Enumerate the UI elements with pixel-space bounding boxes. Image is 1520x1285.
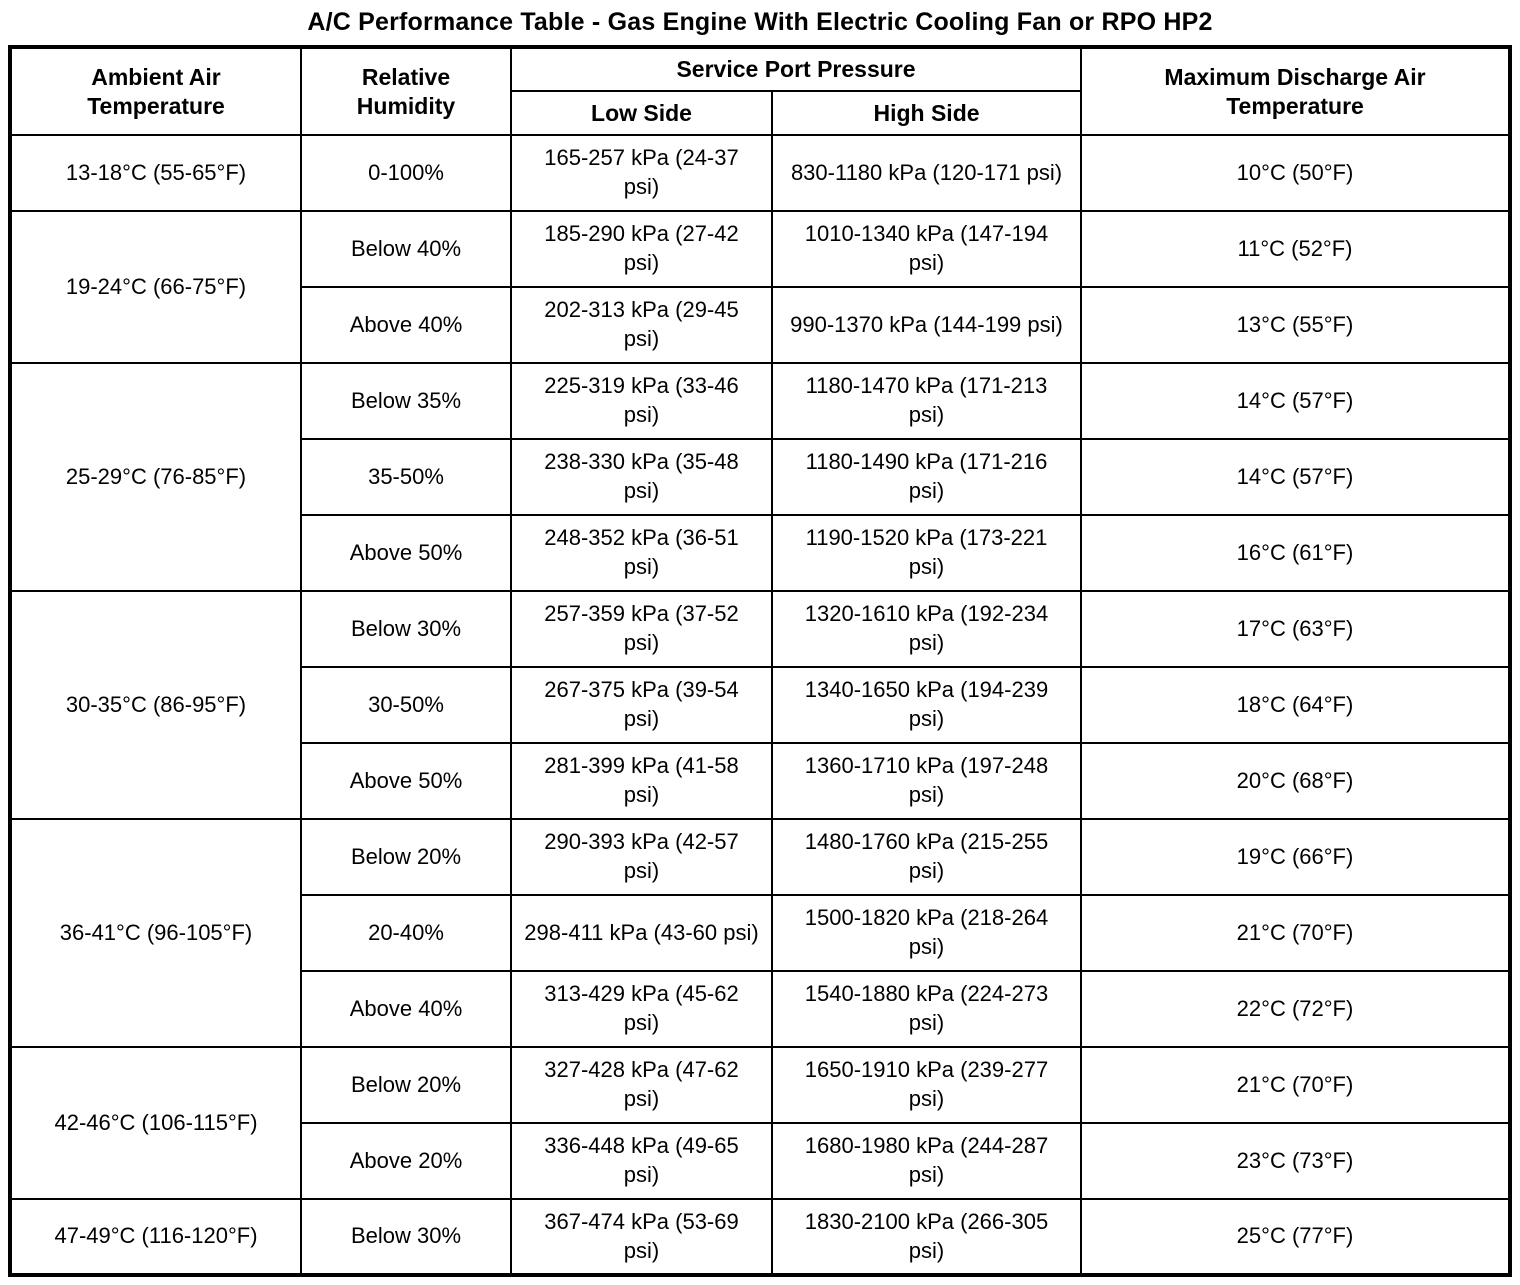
table-row: 13-18°C (55-65°F) 0-100% 165-257 kPa (24-3… [9, 134, 1511, 212]
max-discharge-temperature-cell: 22°C (72°F) [1080, 970, 1511, 1048]
max-discharge-temperature-cell: 11°C (52°F) [1080, 210, 1511, 288]
max-discharge-temperature-cell: 21°C (70°F) [1080, 894, 1511, 972]
header-relative-humidity: Relative Humidity [300, 46, 512, 136]
high-side-pressure-cell: 1480-1760 kPa (215-255 psi) [771, 818, 1082, 896]
table-header: Ambient Air Temperature Relative Humidit… [9, 46, 1511, 136]
table-row: Above 40% 202-313 kPa (29-45 psi) 990-1370… [10, 286, 1511, 364]
max-discharge-temperature-cell: 21°C (70°F) [1080, 1046, 1511, 1124]
low-side-pressure-cell: 313-429 kPa (45-62 psi) [510, 970, 773, 1048]
high-side-pressure-cell: 830-1180 kPa (120-171 psi) [771, 134, 1082, 212]
table-row: Above 50% 248-352 kPa (36-51 psi) 1190-152… [10, 514, 1511, 592]
relative-humidity-cell: Below 30% [300, 590, 512, 668]
max-discharge-temperature-cell: 14°C (57°F) [1080, 438, 1511, 516]
relative-humidity-cell: Below 30% [300, 1198, 512, 1276]
low-side-pressure-cell: 185-290 kPa (27-42 psi) [510, 210, 773, 288]
table-row: Above 50% 281-399 kPa (41-58 psi) 1360-171… [10, 742, 1511, 820]
ambient-temperature-cell: 47-49°C (116-120°F) [9, 1198, 302, 1276]
table-row: 30-35°C (86-95°F) Below 30% 257-359 kPa (3… [9, 590, 1511, 820]
low-side-pressure-cell: 165-257 kPa (24-37 psi) [510, 134, 773, 212]
relative-humidity-cell: Above 50% [300, 742, 512, 820]
high-side-pressure-cell: 1650-1910 kPa (239-277 psi) [771, 1046, 1082, 1124]
low-side-pressure-cell: 225-319 kPa (33-46 psi) [510, 362, 773, 440]
relative-humidity-cell: 35-50% [300, 438, 512, 516]
relative-humidity-cell: Above 50% [300, 514, 512, 592]
high-side-pressure-cell: 1360-1710 kPa (197-248 psi) [771, 742, 1082, 820]
max-discharge-temperature-cell: 13°C (55°F) [1080, 286, 1511, 364]
low-side-pressure-cell: 267-375 kPa (39-54 psi) [510, 666, 773, 744]
header-max-discharge-temperature: Maximum Discharge Air Temperature [1080, 46, 1511, 136]
page-title: A/C Performance Table - Gas Engine With … [307, 8, 1213, 36]
max-discharge-temperature-cell: 16°C (61°F) [1080, 514, 1511, 592]
high-side-pressure-cell: 1340-1650 kPa (194-239 psi) [771, 666, 1082, 744]
table-row: 47-49°C (116-120°F) Below 30% 367-474 kPa … [9, 1198, 1511, 1276]
low-side-pressure-cell: 248-352 kPa (36-51 psi) [510, 514, 773, 592]
high-side-pressure-cell: 1320-1610 kPa (192-234 psi) [771, 590, 1082, 668]
relative-humidity-cell: Above 20% [300, 1122, 512, 1200]
high-side-pressure-cell: 1190-1520 kPa (173-221 psi) [771, 514, 1082, 592]
low-side-pressure-cell: 367-474 kPa (53-69 psi) [510, 1198, 773, 1276]
header-row-1: Ambient Air Temperature Relative Humidit… [9, 46, 1511, 136]
max-discharge-temperature-cell: 10°C (50°F) [1080, 134, 1511, 212]
table-row: 19-24°C (66-75°F) Below 40% 185-290 kPa (2… [9, 210, 1511, 364]
header-ambient-temperature: Ambient Air Temperature [9, 46, 302, 136]
high-side-pressure-cell: 1680-1980 kPa (244-287 psi) [771, 1122, 1082, 1200]
low-side-pressure-cell: 238-330 kPa (35-48 psi) [510, 438, 773, 516]
high-side-pressure-cell: 1830-2100 kPa (266-305 psi) [771, 1198, 1082, 1276]
header-row-2: Low Side High Side [10, 90, 1510, 136]
table-row: 25-29°C (76-85°F) Below 35% 225-319 kPa (3… [9, 362, 1511, 592]
ambient-temperature-cell: 13-18°C (55-65°F) [9, 134, 302, 212]
low-side-pressure-cell: 281-399 kPa (41-58 psi) [510, 742, 773, 820]
header-high-side: High Side [771, 90, 1082, 136]
table-row: 36-41°C (96-105°F) Below 20% 290-393 kPa (… [9, 818, 1511, 1048]
low-side-pressure-cell: 298-411 kPa (43-60 psi) [510, 894, 773, 972]
ambient-temperature-cell: 36-41°C (96-105°F) [9, 818, 302, 1048]
table-row: 35-50% 238-330 kPa (35-48 psi) 1180-1490 k… [10, 438, 1511, 516]
table-row: Above 20% 336-448 kPa (49-65 psi) 1680-198… [10, 1122, 1511, 1200]
ambient-temperature-cell: 42-46°C (106-115°F) [9, 1046, 302, 1200]
relative-humidity-cell: Above 40% [300, 970, 512, 1048]
low-side-pressure-cell: 257-359 kPa (37-52 psi) [510, 590, 773, 668]
relative-humidity-cell: Above 40% [300, 286, 512, 364]
ambient-temperature-cell: 30-35°C (86-95°F) [9, 590, 302, 820]
header-low-side: Low Side [510, 90, 773, 136]
relative-humidity-cell: 30-50% [300, 666, 512, 744]
low-side-pressure-cell: 202-313 kPa (29-45 psi) [510, 286, 773, 364]
max-discharge-temperature-cell: 14°C (57°F) [1080, 362, 1511, 440]
max-discharge-temperature-cell: 18°C (64°F) [1080, 666, 1511, 744]
relative-humidity-cell: Below 20% [300, 1046, 512, 1124]
high-side-pressure-cell: 1010-1340 kPa (147-194 psi) [771, 210, 1082, 288]
relative-humidity-cell: Below 40% [300, 210, 512, 288]
relative-humidity-cell: Below 35% [300, 362, 512, 440]
max-discharge-temperature-cell: 20°C (68°F) [1080, 742, 1511, 820]
low-side-pressure-cell: 290-393 kPa (42-57 psi) [510, 818, 773, 896]
ambient-temperature-cell: 19-24°C (66-75°F) [9, 210, 302, 364]
high-side-pressure-cell: 1180-1470 kPa (171-213 psi) [771, 362, 1082, 440]
high-side-pressure-cell: 1540-1880 kPa (224-273 psi) [771, 970, 1082, 1048]
max-discharge-temperature-cell: 25°C (77°F) [1080, 1198, 1511, 1276]
ambient-temperature-cell: 25-29°C (76-85°F) [9, 362, 302, 592]
high-side-pressure-cell: 1180-1490 kPa (171-216 psi) [771, 438, 1082, 516]
relative-humidity-cell: Below 20% [300, 818, 512, 896]
high-side-pressure-cell: 1500-1820 kPa (218-264 psi) [771, 894, 1082, 972]
max-discharge-temperature-cell: 19°C (66°F) [1080, 818, 1511, 896]
header-service-port-pressure: Service Port Pressure [510, 46, 1082, 92]
max-discharge-temperature-cell: 17°C (63°F) [1080, 590, 1511, 668]
high-side-pressure-cell: 990-1370 kPa (144-199 psi) [771, 286, 1082, 364]
low-side-pressure-cell: 336-448 kPa (49-65 psi) [510, 1122, 773, 1200]
relative-humidity-cell: 20-40% [300, 894, 512, 972]
low-side-pressure-cell: 327-428 kPa (47-62 psi) [510, 1046, 773, 1124]
table-row: 42-46°C (106-115°F) Below 20% 327-428 kPa … [9, 1046, 1511, 1200]
table-row: 30-50% 267-375 kPa (39-54 psi) 1340-1650 k… [10, 666, 1511, 744]
table-row: 20-40% 298-411 kPa (43-60 psi) 1500-1820 k… [10, 894, 1511, 972]
table-body: 13-18°C (55-65°F) 0-100% 165-257 kPa (24-3… [9, 134, 1511, 1276]
relative-humidity-cell: 0-100% [300, 134, 512, 212]
table-row: Above 40% 313-429 kPa (45-62 psi) 1540-188… [10, 970, 1511, 1048]
ac-performance-table: Ambient Air Temperature Relative Humidit… [8, 45, 1512, 1277]
max-discharge-temperature-cell: 23°C (73°F) [1080, 1122, 1511, 1200]
